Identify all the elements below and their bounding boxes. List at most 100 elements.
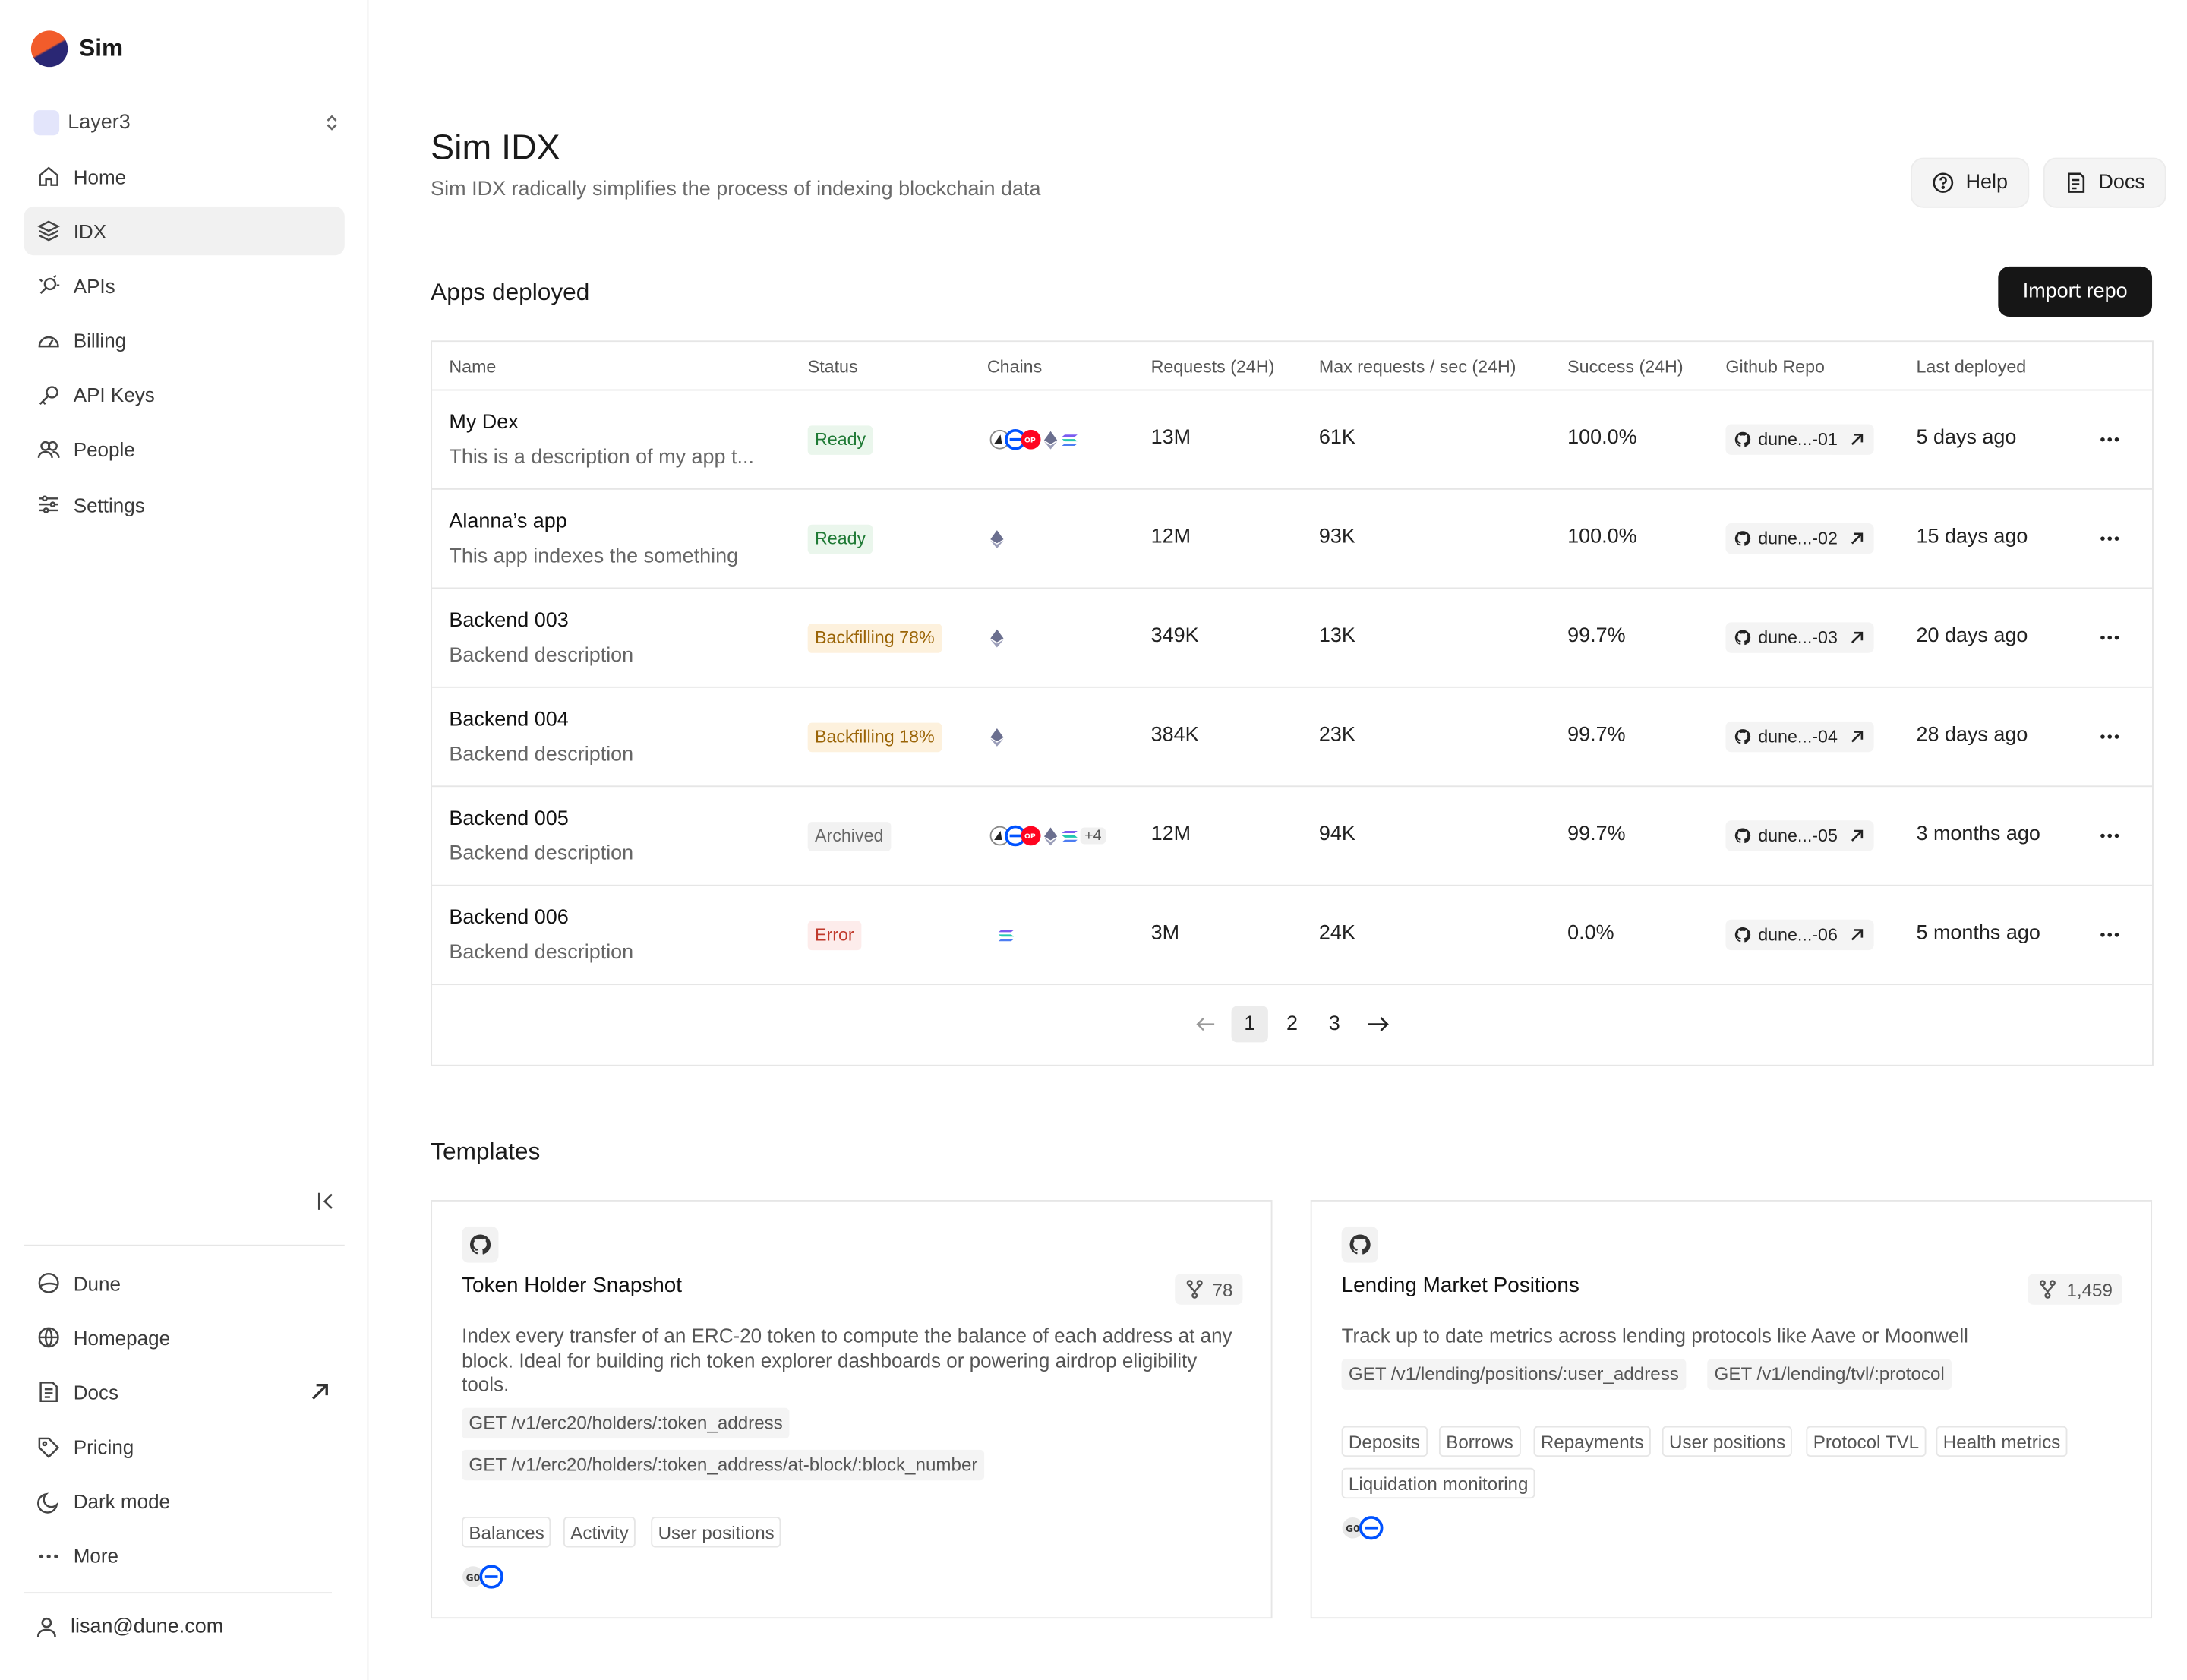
secondary-nav: Dune Homepage Docs Pricing Dark mode (24, 1258, 345, 1587)
nav-item-dark-mode[interactable]: Dark mode (24, 1477, 345, 1526)
nav-item-apis[interactable]: APIs (24, 261, 345, 310)
more-actions-icon[interactable] (2098, 725, 2121, 747)
docs-button[interactable]: Docs (2043, 157, 2166, 208)
chain-ethereum-icon (990, 728, 1004, 746)
col-status: Status (807, 357, 858, 377)
github-repo-link[interactable]: dune...-01 (1725, 424, 1875, 455)
nav-label: Homepage (73, 1326, 171, 1349)
repo-name: dune...-04 (1758, 727, 1838, 747)
globe-icon (38, 1327, 59, 1348)
sim-logo-icon (30, 30, 68, 68)
moon-icon (37, 1492, 58, 1514)
more-actions-icon[interactable] (2098, 627, 2121, 649)
chain-optimism-icon: OP (1021, 429, 1041, 450)
page-button-2[interactable]: 2 (1286, 1012, 1299, 1036)
app-description: Backend description (449, 644, 634, 668)
feature-tag: Borrows (1438, 1426, 1521, 1457)
col-requests: Requests (24H) (1150, 357, 1275, 377)
user-account[interactable]: lisan@dune.com (35, 1615, 223, 1638)
chain-optimism-icon: OP (1021, 826, 1041, 846)
chain-gnosis-icon: G0 (1342, 1517, 1364, 1539)
nav-item-pricing[interactable]: Pricing (24, 1423, 345, 1471)
max-rps-value: 23K (1318, 724, 1355, 747)
last-deployed-value: 28 days ago (1916, 724, 2028, 747)
page-button-1[interactable]: 1 (1231, 1006, 1268, 1043)
github-repo-link[interactable]: dune...-02 (1725, 523, 1875, 554)
more-actions-icon[interactable] (2098, 924, 2121, 946)
chain-icons: OP +4 (989, 823, 1106, 848)
max-rps-value: 93K (1318, 526, 1355, 549)
more-actions-icon[interactable] (2098, 428, 2121, 450)
status-badge: Error (807, 921, 861, 951)
external-link-icon (1851, 829, 1864, 842)
github-repo-link[interactable]: dune...-04 (1725, 721, 1875, 753)
app-name[interactable]: Backend 005 (449, 807, 569, 831)
fork-count-value: 1,459 (2066, 1278, 2113, 1300)
last-deployed-value: 3 months ago (1916, 823, 2040, 846)
chain-icons (990, 725, 1005, 750)
template-card-token-holder[interactable]: Token Holder Snapshot 78 Index every tra… (431, 1199, 1273, 1619)
table-row[interactable]: Backend 005 Backend description Archived OP… (432, 787, 2153, 886)
nav-item-home[interactable]: Home (24, 152, 345, 201)
max-rps-value: 24K (1318, 922, 1355, 945)
nav-label: People (73, 438, 135, 462)
template-card-lending-market[interactable]: Lending Market Positions 1,459 Track up … (1310, 1199, 2153, 1619)
external-link-icon (311, 1384, 328, 1401)
table-row[interactable]: Backend 006 Backend description Error 3M 24K… (432, 886, 2153, 986)
template-title: Token Holder Snapshot (462, 1274, 683, 1298)
table-row[interactable]: My Dex This is a description of my app t.… (432, 390, 2153, 490)
collapse-sidebar-icon[interactable] (314, 1189, 339, 1214)
endpoint-chip: GET /v1/erc20/holders/:token_address (462, 1407, 791, 1439)
people-icon (37, 441, 60, 458)
nav-item-docs[interactable]: Docs (24, 1368, 345, 1416)
nav-item-homepage[interactable]: Homepage (24, 1313, 345, 1362)
repo-name: dune...-01 (1758, 429, 1838, 450)
nav-item-people[interactable]: People (24, 425, 345, 474)
nav-item-dune[interactable]: Dune (24, 1258, 345, 1307)
nav-item-api-keys[interactable]: API Keys (24, 371, 345, 419)
import-repo-button[interactable]: Import repo (1998, 266, 2153, 317)
feature-tag: Activity (563, 1517, 636, 1548)
status-badge: Ready (807, 425, 873, 455)
github-repo-link[interactable]: dune...-03 (1725, 622, 1875, 653)
help-button[interactable]: Help (1911, 157, 2029, 208)
nav-item-more[interactable]: More (24, 1532, 345, 1581)
chain-base-icon (479, 1565, 503, 1589)
more-actions-icon[interactable] (2098, 527, 2121, 549)
sidebar: Sim Layer3 Home IDX APIs Billing (0, 0, 369, 1680)
feature-tag: Protocol TVL (1806, 1426, 1927, 1457)
app-name[interactable]: My Dex (449, 411, 519, 434)
app-name[interactable]: Alanna’s app (449, 510, 567, 533)
app-name[interactable]: Backend 006 (449, 907, 569, 930)
nav-label: Dune (73, 1271, 121, 1295)
nav-item-settings[interactable]: Settings (24, 480, 345, 529)
github-repo-link[interactable]: dune...-05 (1725, 820, 1875, 851)
gauge-icon (38, 335, 59, 347)
app-name[interactable]: Backend 004 (449, 709, 569, 731)
svg-text:OP: OP (1024, 832, 1036, 841)
github-repo-link[interactable]: dune...-06 (1725, 919, 1875, 951)
prev-page-icon[interactable] (1191, 1006, 1222, 1043)
github-icon (1341, 1226, 1378, 1263)
chain-icons: OP (989, 427, 1078, 452)
more-actions-icon[interactable] (2098, 825, 2121, 847)
template-description: Track up to date metrics across lending … (1341, 1324, 1968, 1347)
docs-icon (39, 1382, 58, 1403)
endpoint-chip: GET /v1/lending/tvl/:protocol (1707, 1359, 1952, 1390)
nav-label: More (73, 1545, 119, 1568)
table-row[interactable]: Backend 004 Backend description Backfillin… (432, 688, 2153, 788)
nav-label: Billing (73, 329, 127, 352)
feature-tag: User positions (1662, 1426, 1793, 1457)
app-name[interactable]: Backend 003 (449, 609, 569, 633)
nav-label: IDX (73, 219, 107, 243)
table-row[interactable]: Alanna’s app This app indexes the somethi… (432, 490, 2153, 589)
nav-item-idx[interactable]: IDX (24, 207, 345, 256)
table-row[interactable]: Backend 003 Backend description Backfillin… (432, 589, 2153, 688)
nav-item-billing[interactable]: Billing (24, 316, 345, 365)
brand[interactable]: Sim (30, 30, 123, 68)
next-page-icon[interactable] (1362, 1006, 1396, 1043)
workspace-switcher[interactable]: Layer3 (33, 103, 342, 142)
page-button-3[interactable]: 3 (1328, 1012, 1340, 1036)
repo-name: dune...-03 (1758, 627, 1838, 648)
feature-tag: Liquidation monitoring (1341, 1467, 1535, 1499)
